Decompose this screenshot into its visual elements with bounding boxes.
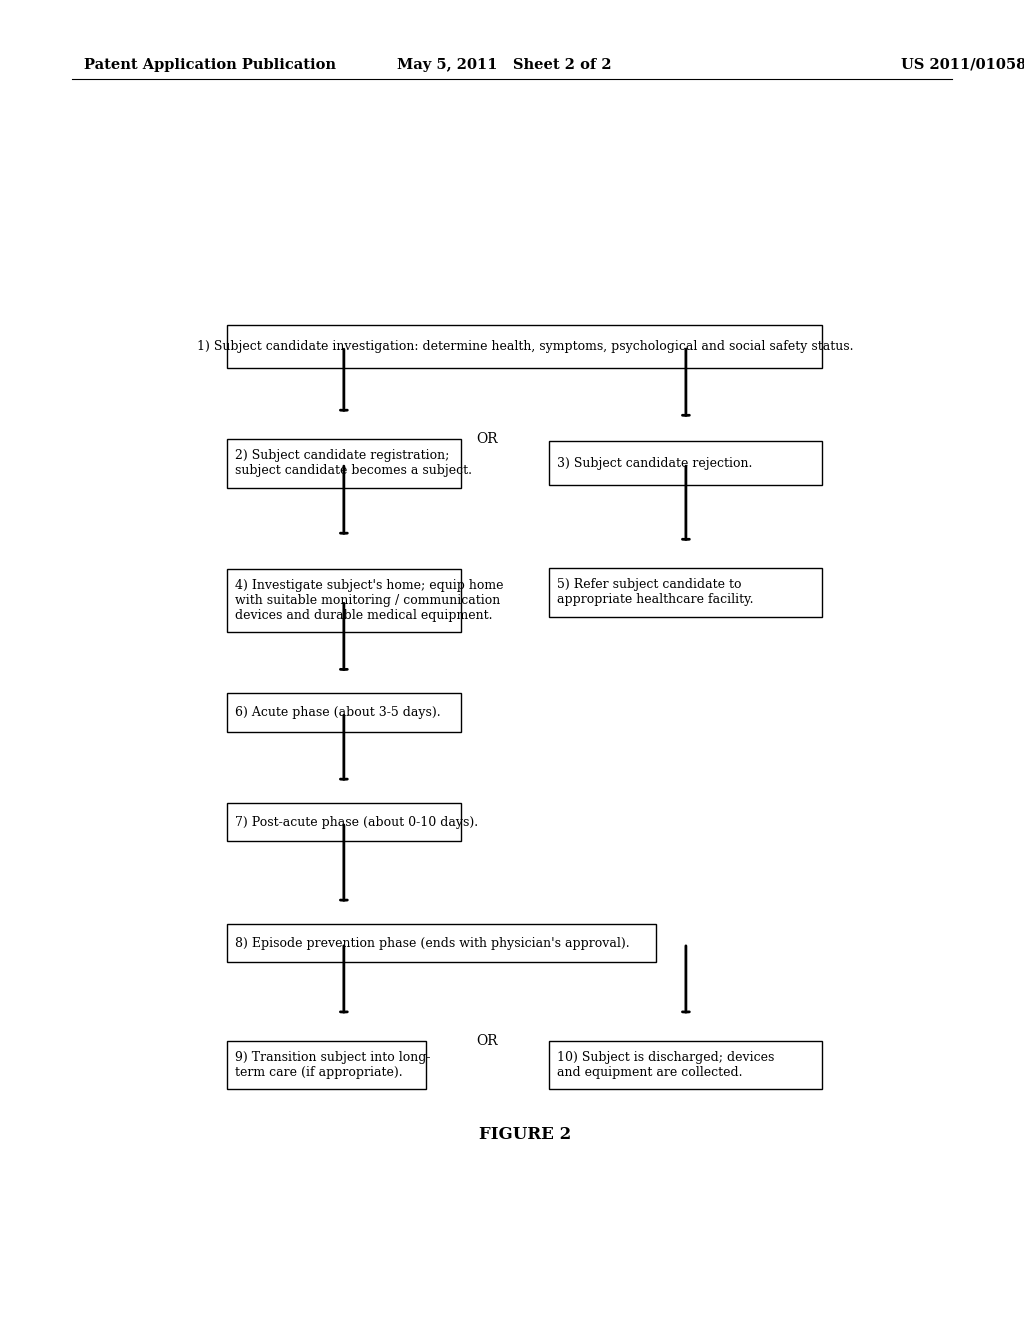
- FancyBboxPatch shape: [549, 441, 822, 486]
- FancyBboxPatch shape: [227, 440, 461, 487]
- Text: 10) Subject is discharged; devices
and equipment are collected.: 10) Subject is discharged; devices and e…: [557, 1051, 774, 1078]
- FancyBboxPatch shape: [549, 568, 822, 616]
- Text: 6) Acute phase (about 3-5 days).: 6) Acute phase (about 3-5 days).: [236, 706, 440, 719]
- Text: 3) Subject candidate rejection.: 3) Subject candidate rejection.: [557, 457, 752, 470]
- Text: OR: OR: [477, 432, 499, 446]
- Text: 8) Episode prevention phase (ends with physician's approval).: 8) Episode prevention phase (ends with p…: [236, 937, 630, 949]
- FancyBboxPatch shape: [549, 1040, 822, 1089]
- FancyBboxPatch shape: [227, 693, 461, 731]
- Text: FIGURE 2: FIGURE 2: [478, 1126, 571, 1143]
- FancyBboxPatch shape: [227, 924, 655, 962]
- Text: OR: OR: [477, 1034, 499, 1048]
- Text: 9) Transition subject into long-
term care (if appropriate).: 9) Transition subject into long- term ca…: [236, 1051, 431, 1078]
- Text: US 2011/0105853 A1: US 2011/0105853 A1: [901, 58, 1024, 71]
- Text: 7) Post-acute phase (about 0-10 days).: 7) Post-acute phase (about 0-10 days).: [236, 816, 478, 829]
- Text: May 5, 2011   Sheet 2 of 2: May 5, 2011 Sheet 2 of 2: [397, 58, 612, 71]
- Text: 5) Refer subject candidate to
appropriate healthcare facility.: 5) Refer subject candidate to appropriat…: [557, 578, 753, 606]
- FancyBboxPatch shape: [227, 569, 461, 632]
- FancyBboxPatch shape: [227, 803, 461, 841]
- Text: Patent Application Publication: Patent Application Publication: [84, 58, 336, 71]
- Text: 2) Subject candidate registration;
subject candidate becomes a subject.: 2) Subject candidate registration; subje…: [236, 449, 472, 478]
- FancyBboxPatch shape: [227, 1040, 426, 1089]
- Text: 1) Subject candidate investigation: determine health, symptoms, psychological an: 1) Subject candidate investigation: dete…: [197, 341, 853, 352]
- FancyBboxPatch shape: [227, 325, 822, 368]
- Text: 4) Investigate subject's home; equip home
with suitable monitoring / communicati: 4) Investigate subject's home; equip hom…: [236, 579, 504, 622]
